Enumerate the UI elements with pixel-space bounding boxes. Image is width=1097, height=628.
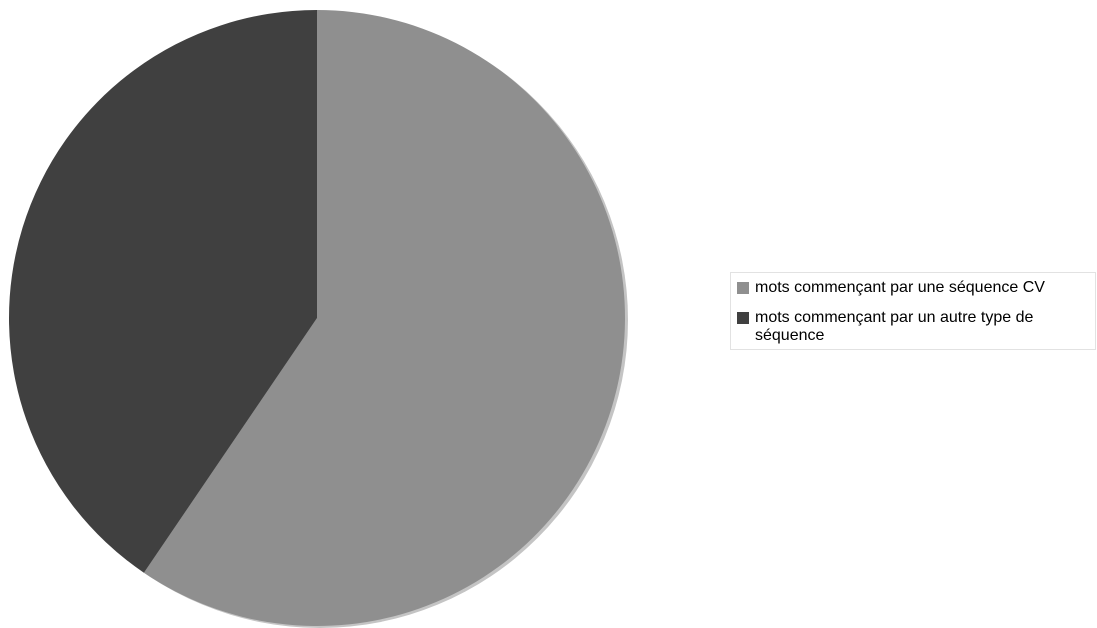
pie-chart bbox=[8, 10, 628, 628]
legend-label-cv: mots commençant par une séquence CV bbox=[755, 279, 1045, 296]
pie-slice-cv bbox=[143, 10, 625, 626]
legend-item-other: mots commençant par un autre type de séq… bbox=[737, 309, 1089, 345]
legend-swatch-cv bbox=[737, 282, 749, 294]
pie-slice-other bbox=[8, 10, 317, 573]
legend-item-cv: mots commençant par une séquence CV bbox=[737, 279, 1089, 297]
pie-slices bbox=[8, 10, 625, 626]
legend-label-other: mots commençant par un autre type de séq… bbox=[755, 309, 1034, 344]
chart-legend: mots commençant par une séquence CV mots… bbox=[730, 272, 1096, 350]
legend-swatch-other bbox=[737, 312, 749, 324]
